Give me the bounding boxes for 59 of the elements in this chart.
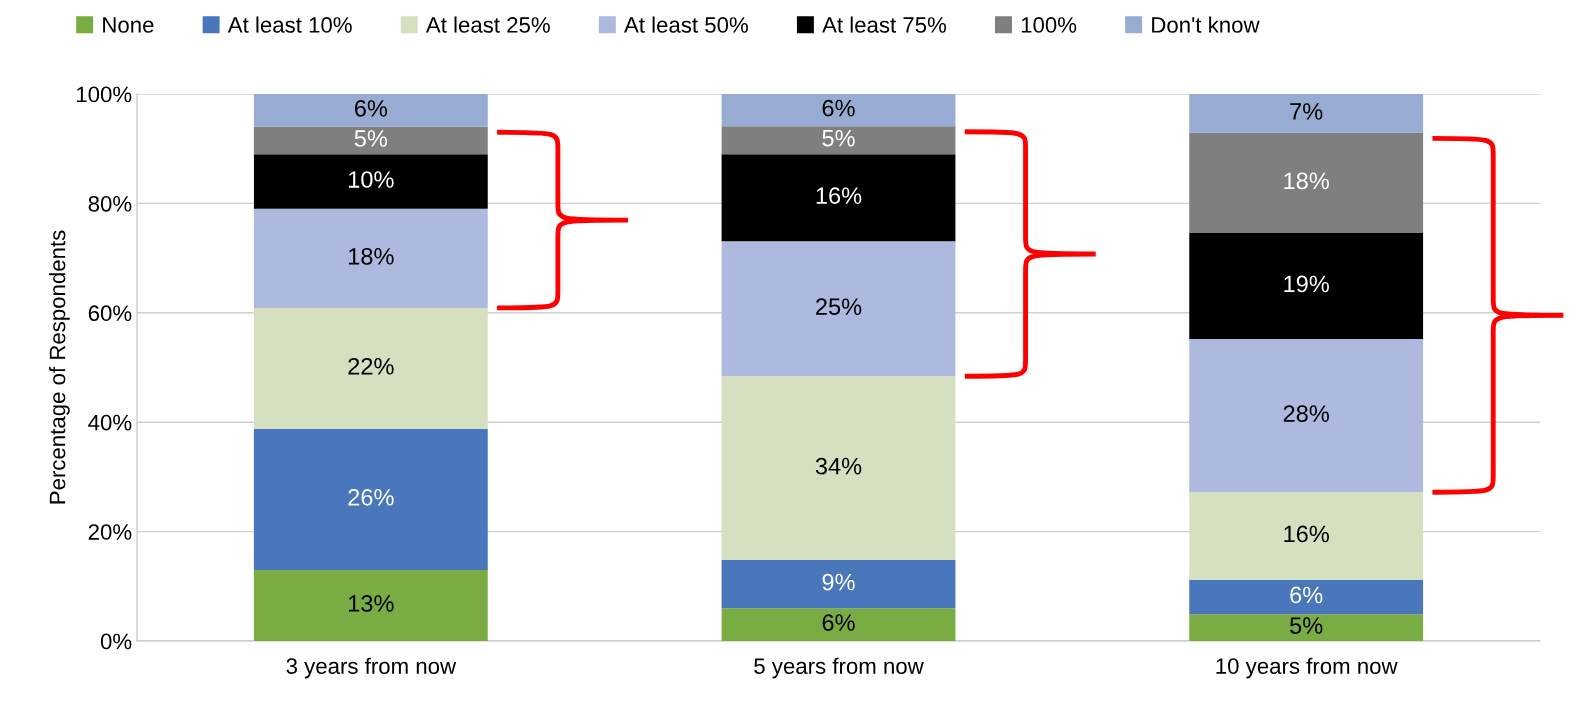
- data-label: 13%: [349, 595, 394, 612]
- data-label: 6%: [1290, 586, 1323, 604]
- data-label: 5%: [354, 130, 388, 147]
- bar: [1189, 132, 1424, 233]
- bar: [1189, 579, 1424, 615]
- legend-label: At least 75%: [822, 16, 947, 33]
- bar: [253, 569, 488, 641]
- bar: [253, 208, 488, 308]
- data-label: 18%: [349, 247, 394, 265]
- y-tick-label: 80%: [88, 195, 132, 212]
- bar: [253, 94, 488, 127]
- data-label: 7%: [1290, 103, 1323, 120]
- data-label: 5%: [822, 129, 855, 147]
- bar: [1189, 614, 1424, 641]
- y-tick-label: 20%: [88, 524, 132, 540]
- data-label: 26%: [348, 488, 394, 506]
- legend-label: At least 25%: [425, 16, 550, 33]
- data-label: 16%: [816, 187, 862, 204]
- legend-label: At least 50%: [624, 16, 748, 33]
- legend-label: 100%: [1021, 17, 1077, 33]
- bar: [721, 608, 956, 641]
- bar: [253, 154, 488, 209]
- data-label: 18%: [1284, 172, 1329, 190]
- data-label: 5%: [1290, 617, 1323, 634]
- data-label: 6%: [354, 100, 388, 117]
- data-label: 9%: [822, 573, 855, 591]
- y-tick-label: 100%: [77, 86, 132, 103]
- data-label: 19%: [1284, 275, 1329, 293]
- bar: [721, 126, 956, 155]
- data-label: 22%: [348, 357, 394, 375]
- bar: [253, 126, 488, 155]
- data-label: 6%: [822, 614, 855, 631]
- bar: [1189, 232, 1424, 340]
- y-tick-label: 40%: [88, 414, 132, 431]
- x-tick-label: 5 years from now: [754, 657, 924, 679]
- data-label: 6%: [822, 99, 855, 117]
- x-tick-label: 3 years from now: [286, 657, 457, 679]
- data-label: 25%: [816, 298, 862, 316]
- bar: [721, 154, 956, 242]
- bar: [721, 376, 956, 561]
- bar: [1189, 94, 1424, 133]
- bar: [721, 241, 956, 377]
- legend-label: At least 10%: [227, 16, 352, 33]
- data-label: 34%: [815, 457, 862, 475]
- bar: [721, 94, 956, 127]
- x-tick-label: 10 years from now: [1216, 657, 1398, 679]
- data-label: 28%: [1283, 405, 1329, 422]
- data-label: 16%: [1284, 525, 1329, 543]
- y-axis-title: Percentage of Respondents: [49, 230, 70, 504]
- y-tick-label: 60%: [88, 305, 132, 322]
- bar: [721, 560, 956, 609]
- legend-label: Don't know: [1152, 16, 1260, 33]
- bar: [253, 307, 488, 429]
- legend-label: None: [103, 17, 154, 33]
- bar: [1189, 339, 1424, 493]
- bar: [253, 428, 488, 570]
- y-tick-label: 0%: [100, 633, 132, 650]
- data-label: 10%: [349, 171, 394, 188]
- bar: [1189, 492, 1424, 580]
